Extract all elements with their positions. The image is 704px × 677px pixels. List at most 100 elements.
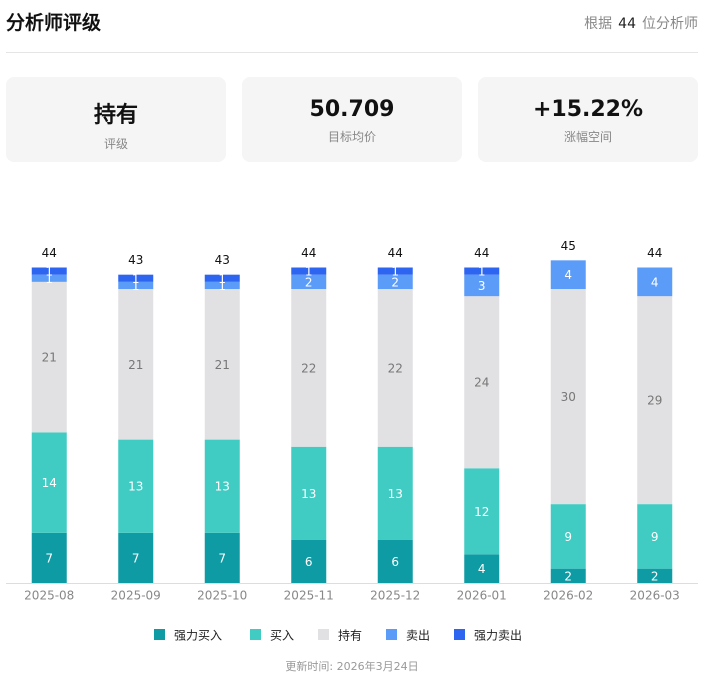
card-label: 评级 bbox=[103, 137, 128, 151]
bar-segment bbox=[464, 554, 500, 583]
x-tick-label: 2025-12 bbox=[370, 589, 420, 603]
total-label: 43 bbox=[215, 253, 230, 267]
segment-label: 7 bbox=[45, 551, 53, 565]
segment-label: 22 bbox=[301, 361, 316, 375]
segment-label: 29 bbox=[647, 394, 662, 408]
segment-label: 13 bbox=[128, 480, 143, 494]
bar-segment bbox=[291, 539, 327, 583]
x-tick-label: 2026-01 bbox=[457, 589, 507, 603]
card: +15.22% 涨幅空间 bbox=[478, 77, 698, 162]
segment-label: 21 bbox=[128, 358, 143, 372]
bar-segment bbox=[204, 439, 240, 533]
bar-segment bbox=[464, 296, 500, 469]
bar-segment bbox=[31, 267, 67, 275]
segment-label: 1 bbox=[478, 265, 486, 279]
segment-label: 1 bbox=[218, 279, 226, 293]
bar-segment bbox=[291, 289, 327, 447]
segment-label: 12 bbox=[474, 505, 489, 519]
segment-label: 21 bbox=[42, 351, 57, 365]
segment-label: 9 bbox=[564, 530, 572, 544]
x-tick-label: 2026-02 bbox=[543, 589, 593, 603]
bar-segment bbox=[118, 289, 154, 440]
bar-segment bbox=[31, 281, 67, 433]
card-label: 涨幅空间 bbox=[563, 130, 612, 144]
segment-label: 21 bbox=[215, 358, 230, 372]
title: 分析师评级 bbox=[6, 12, 102, 34]
legend-swatch bbox=[454, 629, 465, 640]
bar-segment bbox=[118, 274, 154, 282]
legend-label: 持有 bbox=[338, 628, 362, 643]
segment-label: 22 bbox=[388, 361, 403, 375]
bar-segment bbox=[118, 439, 154, 533]
x-tick-label: 2025-08 bbox=[24, 589, 74, 603]
bar-segment bbox=[31, 532, 67, 583]
bar-segment bbox=[291, 267, 327, 275]
segment-label: 6 bbox=[391, 555, 399, 569]
segment-label: 2 bbox=[305, 275, 313, 289]
x-tick-label: 2026-03 bbox=[630, 589, 680, 603]
x-tick-label: 2025-11 bbox=[284, 589, 334, 603]
segment-label: 2 bbox=[391, 275, 399, 289]
legend-swatch bbox=[386, 629, 397, 640]
legend-label: 卖出 bbox=[406, 629, 430, 643]
analyst-count: 根据 44 位分析师 bbox=[584, 13, 698, 33]
segment-label: 13 bbox=[301, 487, 316, 501]
total-label: 44 bbox=[388, 246, 403, 260]
segment-label: 3 bbox=[478, 279, 486, 293]
bar-segment bbox=[377, 274, 413, 290]
legend-swatch bbox=[154, 629, 165, 640]
bar-segment bbox=[464, 267, 500, 275]
count-value: 44 bbox=[618, 16, 636, 32]
segment-label: 1 bbox=[45, 272, 53, 286]
card: 持有 评级 bbox=[6, 77, 226, 162]
legend-swatch bbox=[250, 629, 261, 640]
segment-label: 4 bbox=[651, 275, 659, 289]
bar-segment bbox=[118, 281, 154, 290]
legend-label: 强力卖出 bbox=[474, 629, 522, 643]
card-value: +15.22% bbox=[532, 97, 644, 122]
bar-segment bbox=[377, 539, 413, 583]
segment-label: 2 bbox=[564, 569, 572, 583]
card-label: 目标均价 bbox=[327, 130, 376, 144]
count-prefix: 根据 bbox=[584, 16, 613, 32]
segment-label: 7 bbox=[218, 551, 226, 565]
legend-swatch bbox=[318, 629, 329, 640]
card-value: 持有 bbox=[93, 103, 138, 128]
segment-label: 1 bbox=[305, 265, 313, 279]
segment-label: 13 bbox=[388, 487, 403, 501]
segment-label: 4 bbox=[478, 562, 486, 576]
total-label: 44 bbox=[474, 246, 489, 260]
total-label: 44 bbox=[647, 246, 662, 260]
bar-segment bbox=[550, 568, 586, 583]
bar-segment bbox=[550, 289, 586, 505]
segment-label: 24 bbox=[474, 376, 489, 390]
bar-segment bbox=[637, 568, 673, 583]
count-suffix: 位分析师 bbox=[642, 16, 698, 32]
bar-segment bbox=[637, 504, 673, 569]
bar-segment bbox=[204, 281, 240, 290]
segment-label: 4 bbox=[564, 268, 572, 282]
total-label: 44 bbox=[301, 246, 316, 260]
bar-segment bbox=[291, 274, 327, 290]
bar-segment bbox=[550, 260, 586, 290]
segment-label: 1 bbox=[132, 279, 140, 293]
segment-label: 7 bbox=[132, 551, 140, 565]
chart: 7142111442025-087132111432025-0971321114… bbox=[6, 239, 698, 643]
bar-segment bbox=[377, 267, 413, 275]
bar-segment bbox=[118, 532, 154, 583]
bar-segment bbox=[204, 289, 240, 440]
divider bbox=[6, 52, 698, 53]
segment-label: 1 bbox=[391, 265, 399, 279]
total-label: 45 bbox=[561, 239, 576, 253]
segment-label: 30 bbox=[561, 390, 576, 404]
footer: 更新时间: 2026年3月24日 bbox=[285, 660, 419, 673]
segment-label: 1 bbox=[132, 272, 140, 286]
segment-label: 14 bbox=[42, 476, 57, 490]
bar-segment bbox=[464, 468, 500, 555]
segment-label: 9 bbox=[651, 530, 659, 544]
legend-label: 买入 bbox=[270, 629, 294, 643]
segment-label: 1 bbox=[218, 272, 226, 286]
x-tick-label: 2025-09 bbox=[111, 589, 161, 603]
bar-segment bbox=[204, 274, 240, 282]
